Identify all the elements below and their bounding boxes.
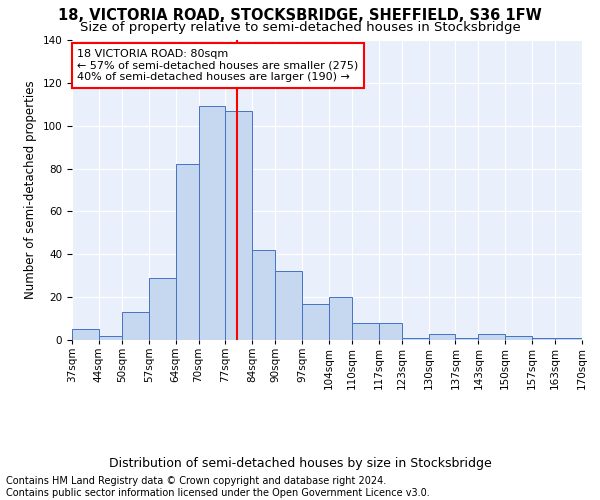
Bar <box>99 336 122 340</box>
Bar <box>275 272 302 340</box>
Bar <box>505 336 532 340</box>
Text: Distribution of semi-detached houses by size in Stocksbridge: Distribution of semi-detached houses by … <box>109 458 491 470</box>
Bar <box>149 278 176 340</box>
Bar <box>555 338 582 340</box>
Bar <box>252 250 275 340</box>
Text: Contains HM Land Registry data © Crown copyright and database right 2024.
Contai: Contains HM Land Registry data © Crown c… <box>6 476 430 498</box>
Bar <box>478 334 505 340</box>
Text: Size of property relative to semi-detached houses in Stocksbridge: Size of property relative to semi-detach… <box>80 21 520 34</box>
Bar <box>226 110 252 340</box>
Bar <box>455 338 478 340</box>
Bar <box>122 312 149 340</box>
Text: 18, VICTORIA ROAD, STOCKSBRIDGE, SHEFFIELD, S36 1FW: 18, VICTORIA ROAD, STOCKSBRIDGE, SHEFFIE… <box>58 8 542 22</box>
Bar <box>302 304 329 340</box>
Bar <box>199 106 226 340</box>
Bar <box>176 164 199 340</box>
Bar <box>532 338 555 340</box>
Bar <box>72 330 99 340</box>
Bar <box>352 323 379 340</box>
Bar <box>329 297 352 340</box>
Text: 18 VICTORIA ROAD: 80sqm
← 57% of semi-detached houses are smaller (275)
40% of s: 18 VICTORIA ROAD: 80sqm ← 57% of semi-de… <box>77 49 358 82</box>
Bar <box>428 334 455 340</box>
Bar <box>379 323 402 340</box>
Y-axis label: Number of semi-detached properties: Number of semi-detached properties <box>24 80 37 300</box>
Bar <box>402 338 428 340</box>
